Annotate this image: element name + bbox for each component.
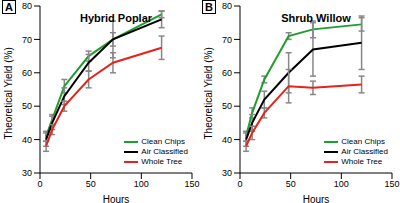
- svg-text:50: 50: [222, 101, 232, 111]
- html-text:Clean Chips: Clean Chips: [341, 137, 385, 146]
- html-text:Air Classified: Air Classified: [341, 147, 388, 156]
- svg-text:50: 50: [286, 179, 296, 189]
- svg-text:30: 30: [222, 168, 232, 178]
- html-text:B: B: [205, 1, 213, 13]
- svg-text:30: 30: [22, 168, 32, 178]
- svg-text:Theoretical Yield (%): Theoretical Yield (%): [8, 47, 14, 139]
- html-text:Shrub Willow: Shrub Willow: [281, 12, 351, 24]
- svg-text:0: 0: [237, 179, 242, 189]
- svg-text:40: 40: [222, 135, 232, 145]
- svg-text:80: 80: [22, 1, 32, 11]
- svg-text:80: 80: [222, 1, 232, 11]
- svg-text:150: 150: [184, 179, 199, 189]
- svg-text:60: 60: [22, 68, 32, 78]
- html-text:A: A: [5, 1, 13, 13]
- svg-text:Hours: Hours: [303, 194, 330, 203]
- svg-text:60: 60: [222, 68, 232, 78]
- html-text:Air Classified: Air Classified: [141, 147, 188, 156]
- svg-text:50: 50: [86, 179, 96, 189]
- svg-text:Theoretical Yield (%): Theoretical Yield (%): [203, 47, 214, 139]
- svg-text:0: 0: [37, 179, 42, 189]
- svg-text:Hours: Hours: [103, 194, 130, 203]
- html-text:Whole Tree: Whole Tree: [341, 157, 383, 166]
- svg-text:100: 100: [134, 179, 149, 189]
- svg-text:40: 40: [22, 135, 32, 145]
- html-text:Hybrid Poplar: Hybrid Poplar: [79, 12, 153, 24]
- html-text:Clean Chips: Clean Chips: [141, 137, 185, 146]
- svg-text:70: 70: [222, 35, 232, 45]
- svg-text:100: 100: [334, 179, 349, 189]
- svg-text:150: 150: [384, 179, 392, 189]
- html-text:Whole Tree: Whole Tree: [141, 157, 183, 166]
- svg-text:50: 50: [22, 101, 32, 111]
- svg-text:70: 70: [22, 35, 32, 45]
